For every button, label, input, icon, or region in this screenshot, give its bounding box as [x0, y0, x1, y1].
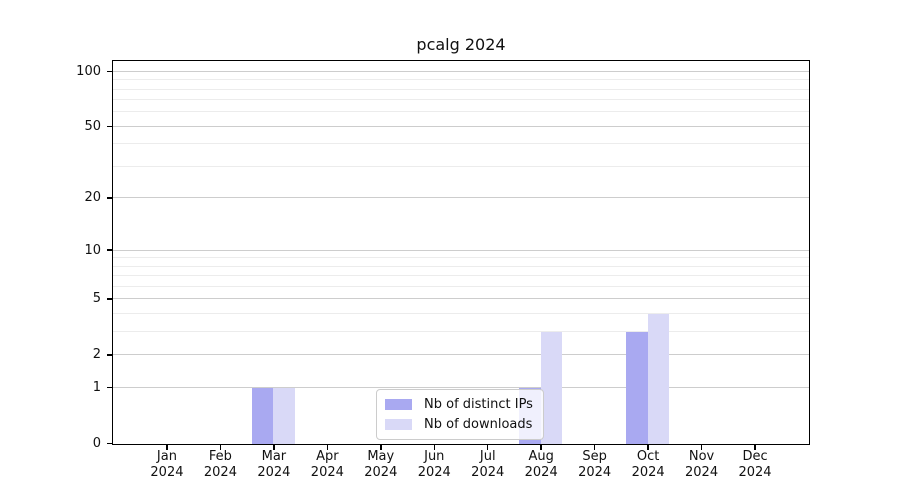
minor-gridline — [113, 257, 809, 259]
minor-gridline — [113, 111, 809, 113]
y-tick — [107, 197, 112, 199]
year-label: 2024 — [524, 465, 558, 480]
minor-gridline — [113, 275, 809, 277]
y-tick — [107, 70, 112, 72]
month-label: May — [367, 449, 395, 464]
bar-downloads-oct — [647, 314, 670, 444]
year-label: 2024 — [203, 465, 237, 480]
minor-gridline — [113, 88, 809, 90]
legend-entry-label: Nb of downloads — [424, 417, 533, 432]
minor-gridline — [113, 331, 809, 333]
year-label: 2024 — [257, 465, 291, 480]
year-label: 2024 — [738, 465, 772, 480]
y-tick-label: 0 — [92, 436, 101, 451]
month-label: Jan — [156, 449, 177, 464]
month-label: Dec — [742, 449, 768, 464]
year-label: 2024 — [685, 465, 719, 480]
legend-entry-label: Nb of distinct IPs — [424, 397, 533, 412]
year-label: 2024 — [310, 465, 344, 480]
month-label: Mar — [261, 449, 287, 464]
x-tick — [273, 445, 275, 450]
x-tick-label-dec: Dec 2024 — [725, 449, 785, 481]
year-label: 2024 — [417, 465, 451, 480]
y-tick-label: 2 — [92, 347, 101, 363]
y-tick-label: 50 — [84, 118, 101, 134]
legend-entry-distinct-ips: Nb of distinct IPs — [385, 397, 533, 412]
x-tick-label-nov: Nov 2024 — [672, 449, 732, 481]
month-label: Apr — [316, 449, 339, 464]
month-label: Feb — [208, 449, 232, 464]
x-tick-label-jan: Jan 2024 — [137, 449, 197, 481]
legend: Nb of distinct IPs Nb of downloads — [376, 389, 544, 440]
month-label: Aug — [528, 449, 554, 464]
y-tick — [107, 442, 112, 445]
bar-downloads-mar — [273, 388, 295, 444]
y-tick — [107, 249, 112, 251]
x-tick-label-feb: Feb 2024 — [190, 449, 250, 481]
x-tick — [326, 445, 329, 450]
year-label: 2024 — [364, 465, 398, 480]
x-tick-label-jul: Jul 2024 — [458, 449, 518, 481]
bar-downloads-aug — [540, 332, 563, 444]
x-tick — [219, 445, 222, 450]
x-tick-label-oct: Oct 2024 — [618, 449, 678, 481]
x-tick-label-sep: Sep 2024 — [565, 449, 625, 481]
year-label: 2024 — [150, 465, 184, 480]
y-tick — [107, 354, 112, 356]
minor-gridline — [113, 79, 809, 81]
major-gridline — [113, 298, 809, 300]
bar-distinct-ips-oct — [626, 332, 648, 444]
x-tick-label-jun: Jun 2024 — [404, 449, 464, 481]
x-tick — [700, 445, 703, 450]
x-tick — [486, 445, 489, 450]
major-gridline — [113, 70, 809, 72]
legend-swatch-icon — [385, 419, 412, 430]
chart-title: pcalg 2024 — [416, 35, 506, 54]
y-tick-label: 5 — [92, 291, 101, 307]
major-gridline — [113, 387, 809, 389]
major-gridline — [113, 197, 809, 199]
x-tick — [380, 445, 382, 450]
x-tick — [540, 445, 542, 450]
minor-gridline — [113, 313, 809, 315]
y-tick-label: 10 — [84, 242, 101, 258]
y-tick — [107, 125, 112, 128]
minor-gridline — [113, 166, 809, 168]
y-tick-label: 20 — [84, 190, 101, 206]
x-tick — [593, 445, 596, 450]
month-label: Jun — [424, 449, 445, 464]
month-label: Jul — [479, 449, 496, 464]
x-tick-label-mar: Mar 2024 — [244, 449, 304, 481]
x-tick — [433, 445, 436, 450]
x-tick-label-apr: Apr 2024 — [297, 449, 357, 481]
year-label: 2024 — [578, 465, 612, 480]
x-tick-label-aug: Aug 2024 — [511, 449, 571, 481]
y-tick-label: 1 — [92, 380, 101, 396]
year-label: 2024 — [471, 465, 505, 480]
minor-gridline — [113, 143, 809, 145]
plot-area — [112, 60, 810, 445]
major-gridline — [113, 125, 809, 127]
month-label: Oct — [636, 449, 660, 464]
minor-gridline — [113, 286, 809, 288]
minor-gridline — [113, 99, 809, 101]
y-tick — [107, 386, 112, 389]
y-tick — [107, 298, 112, 300]
major-gridline — [113, 354, 809, 356]
bar-distinct-ips-mar — [251, 388, 274, 444]
month-label: Nov — [688, 449, 715, 464]
year-label: 2024 — [631, 465, 665, 480]
legend-swatch-icon — [385, 399, 412, 410]
y-tick-label: 100 — [76, 63, 101, 79]
x-tick — [647, 445, 649, 450]
month-label: Sep — [582, 449, 607, 464]
major-gridline — [113, 249, 809, 251]
legend-entry-downloads: Nb of downloads — [385, 417, 533, 432]
x-tick — [754, 445, 756, 450]
minor-gridline — [113, 265, 809, 267]
x-tick-label-may: May 2024 — [351, 449, 411, 481]
x-tick — [166, 445, 168, 450]
